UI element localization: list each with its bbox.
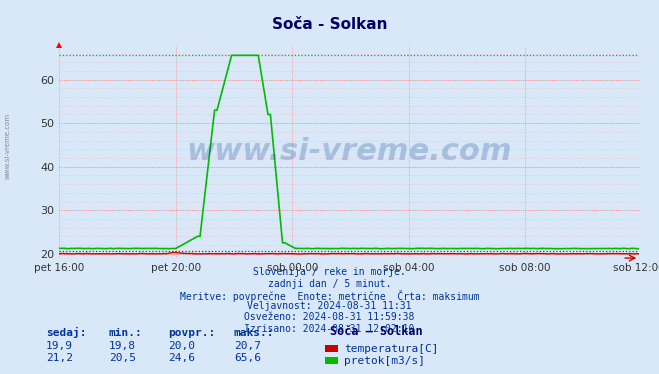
Text: www.si-vreme.com: www.si-vreme.com	[5, 113, 11, 179]
Text: sedaj:: sedaj:	[46, 328, 86, 338]
Text: Izrisano: 2024-08-31 12:02:10: Izrisano: 2024-08-31 12:02:10	[244, 324, 415, 334]
Text: Meritve: povprečne  Enote: metrične  Črta: maksimum: Meritve: povprečne Enote: metrične Črta:…	[180, 290, 479, 302]
Text: 24,6: 24,6	[168, 353, 195, 363]
Text: Veljavnost: 2024-08-31 11:31: Veljavnost: 2024-08-31 11:31	[247, 301, 412, 311]
Bar	[325, 345, 338, 352]
Text: 20,7: 20,7	[234, 341, 261, 351]
Text: www.si-vreme.com: www.si-vreme.com	[186, 137, 512, 166]
Text: Osveženo: 2024-08-31 11:59:38: Osveženo: 2024-08-31 11:59:38	[244, 312, 415, 322]
Text: zadnji dan / 5 minut.: zadnji dan / 5 minut.	[268, 279, 391, 289]
Text: Soča – Solkan: Soča – Solkan	[330, 325, 422, 338]
Text: 65,6: 65,6	[234, 353, 261, 363]
Text: 19,8: 19,8	[109, 341, 136, 351]
Text: 20,0: 20,0	[168, 341, 195, 351]
Text: 21,2: 21,2	[46, 353, 73, 363]
Text: 19,9: 19,9	[46, 341, 73, 351]
Text: pretok[m3/s]: pretok[m3/s]	[344, 356, 425, 365]
Text: min.:: min.:	[109, 328, 142, 338]
Text: Soča - Solkan: Soča - Solkan	[272, 17, 387, 32]
Text: povpr.:: povpr.:	[168, 328, 215, 338]
Text: temperatura[C]: temperatura[C]	[344, 344, 438, 353]
Text: 20,5: 20,5	[109, 353, 136, 363]
Text: Slovenija / reke in morje.: Slovenija / reke in morje.	[253, 267, 406, 278]
Text: maks.:: maks.:	[234, 328, 274, 338]
Bar	[325, 357, 338, 364]
